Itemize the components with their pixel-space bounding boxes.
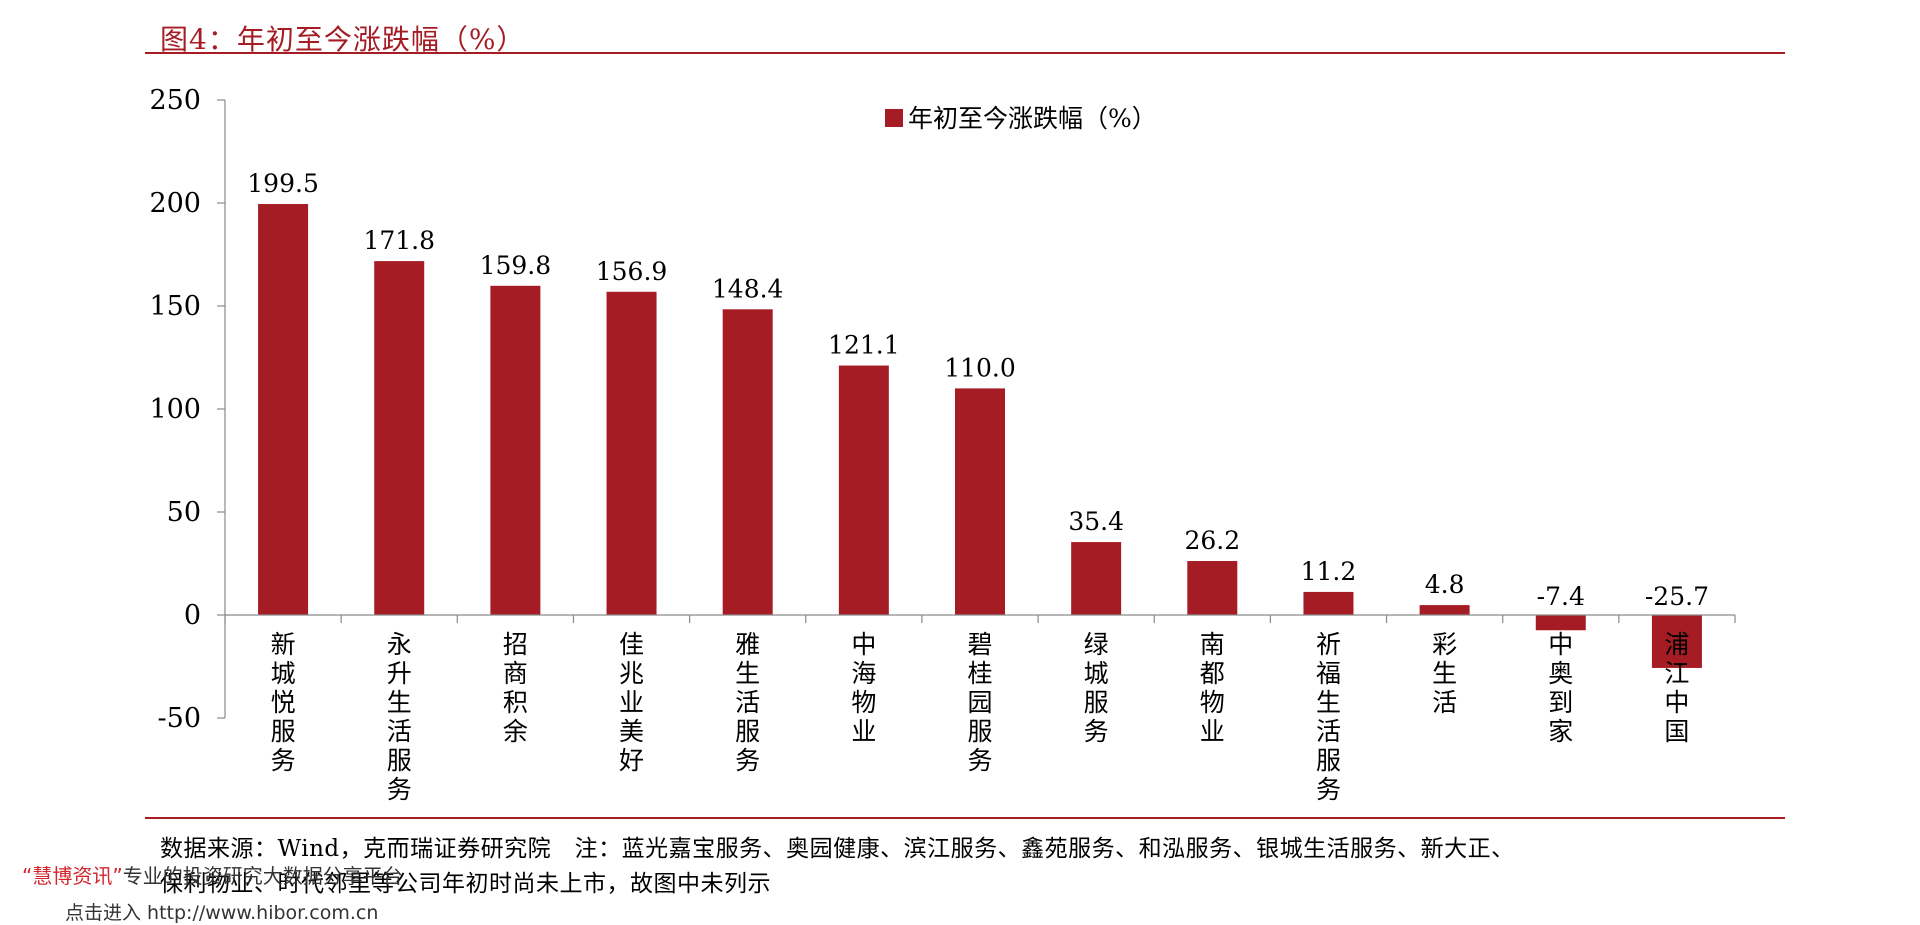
bar — [1071, 542, 1122, 615]
legend-label: 年初至今涨跌幅（%） — [908, 104, 1157, 133]
data-label: 121.1 — [828, 331, 900, 360]
bar — [722, 309, 773, 615]
data-label: 35.4 — [1068, 507, 1124, 536]
bar — [490, 285, 541, 615]
y-tick-label: 50 — [167, 497, 201, 528]
category-labels: 新城悦服务 永升生活服务 招商积余 佳兆业美好 雅生活服务 中海物业 碧桂园服务 绿城服务 南都… — [271, 630, 1690, 804]
bar — [374, 261, 425, 615]
data-label: -25.7 — [1645, 582, 1709, 611]
data-label: 156.9 — [596, 257, 668, 286]
data-label: 159.8 — [480, 251, 552, 280]
bar — [1303, 591, 1354, 615]
category-label: 浦江中国 — [1664, 630, 1689, 746]
bar — [955, 388, 1005, 615]
data-label: -7.4 — [1537, 582, 1585, 611]
bar — [1187, 561, 1238, 615]
bar — [258, 204, 309, 615]
category-label: 中海物业 — [851, 630, 876, 746]
bar — [606, 291, 657, 615]
category-label: 南都物业 — [1200, 630, 1225, 746]
y-tick-label: 200 — [149, 188, 201, 219]
category-label: 中奥到家 — [1548, 630, 1573, 746]
watermark-link[interactable]: 点击进入 http://www.hibor.com.cn — [65, 902, 379, 924]
watermark: “慧博资讯”专业的投资研究大数据分享平台 — [22, 860, 403, 889]
source-line-1: 数据来源：Wind，克而瑞证券研究院 注：蓝光嘉宝服务、奥园健康、滨江服务、鑫苑… — [160, 836, 1515, 862]
watermark-text: 专业的投资研究大数据分享平台 — [122, 864, 403, 888]
y-tick-label: 100 — [149, 394, 201, 425]
legend-swatch — [885, 109, 903, 127]
category-label: 招商积余 — [503, 630, 528, 746]
category-label: 佳兆业美好 — [619, 630, 644, 775]
x-axis — [224, 614, 1736, 623]
data-label: 199.5 — [247, 169, 319, 198]
category-label: 雅生活服务 — [735, 630, 760, 775]
source-line-2: 保利物业、时代邻里等公司年初时尚未上市，故图中未列示 — [160, 871, 771, 897]
data-label: 4.8 — [1425, 570, 1465, 599]
legend: 年初至今涨跌幅（%） — [885, 104, 1157, 133]
category-label: 绿城服务 — [1084, 630, 1109, 746]
y-tick-label: -50 — [158, 703, 201, 734]
bar — [1651, 615, 1702, 668]
category-label: 永升生活服务 — [387, 630, 412, 804]
category-label: 碧桂园服务 — [967, 630, 992, 775]
chart-title: 图4：年初至今涨跌幅（%） — [160, 23, 526, 56]
bar — [1535, 615, 1586, 631]
source-note: 数据来源：Wind，克而瑞证券研究院 注：蓝光嘉宝服务、奥园健康、滨江服务、鑫苑… — [160, 832, 1780, 902]
data-label: 26.2 — [1184, 526, 1240, 555]
data-labels: 199.5 171.8 159.8 156.9 148.4 121.1 110.0 35.4 2… — [247, 169, 1709, 611]
bar — [838, 365, 889, 615]
y-tick-label: 0 — [184, 600, 201, 631]
source-divider — [145, 817, 1785, 819]
y-axis: -50 0 50 100 150 200 250 — [149, 85, 226, 734]
title-divider — [145, 52, 1785, 54]
bars — [258, 204, 1702, 668]
data-label: 11.2 — [1301, 557, 1357, 586]
y-tick-label: 250 — [149, 85, 201, 116]
y-tick-label: 150 — [149, 291, 201, 322]
bar — [1419, 605, 1470, 615]
data-label: 148.4 — [712, 274, 784, 303]
category-label: 新城悦服务 — [271, 630, 296, 775]
category-label: 祈福生活服务 — [1316, 630, 1341, 804]
category-label: 彩生活 — [1432, 630, 1457, 717]
watermark-brand: “慧博资讯” — [22, 864, 123, 888]
data-label: 171.8 — [363, 226, 435, 255]
data-label: 110.0 — [944, 353, 1016, 382]
